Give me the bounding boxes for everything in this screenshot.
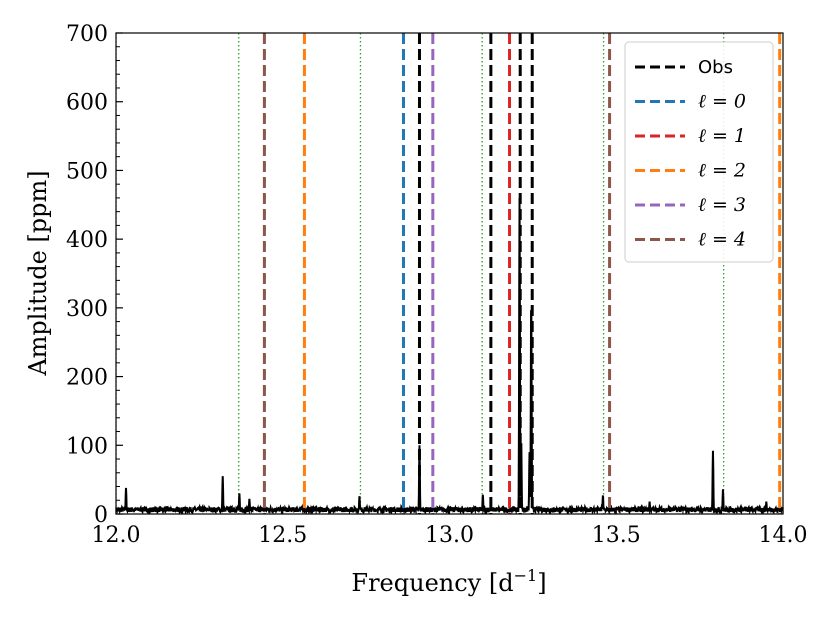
legend: Obs ℓ = 0 ℓ = 1 ℓ = 2 ℓ = 3 ℓ = 4 xyxy=(624,41,774,263)
y-tick-label-0: 0 xyxy=(94,503,108,528)
x-tick-label-4: 14.0 xyxy=(759,523,808,548)
y-tick-label-2: 200 xyxy=(66,366,108,391)
y-axis-label: Amplitude [ppm] xyxy=(24,170,52,376)
frequency-markers xyxy=(262,33,782,514)
legend-label-5: ℓ = 4 xyxy=(698,229,746,251)
y-tick-label-1: 100 xyxy=(66,434,108,459)
x-tick-label-0: 12.0 xyxy=(92,523,141,548)
axis-ticks: 12.0 12.5 13.0 13.5 14.0 0 100 200 300 400 500 600 7… xyxy=(66,22,807,548)
x-tick-label-1: 12.5 xyxy=(258,523,307,548)
y-tick-label-4: 400 xyxy=(66,228,108,253)
legend-label-0: Obs xyxy=(698,57,733,78)
x-tick-label-2: 13.0 xyxy=(425,523,474,548)
y-tick-label-6: 600 xyxy=(66,91,108,116)
x-axis-label: Frequency [d−1] xyxy=(351,566,546,597)
x-axis-label-unit: d xyxy=(498,569,513,597)
legend-label-3: ℓ = 2 xyxy=(698,160,746,182)
legend-label-1: ℓ = 0 xyxy=(698,91,746,113)
x-axis-label-name: Frequency xyxy=(351,569,481,597)
legend-label-2: ℓ = 1 xyxy=(698,125,746,147)
legend-box xyxy=(624,41,774,263)
legend-label-4: ℓ = 3 xyxy=(698,194,746,216)
x-tick-label-3: 13.5 xyxy=(592,523,641,548)
y-tick-label-3: 300 xyxy=(66,297,108,322)
y-tick-label-5: 500 xyxy=(66,159,108,184)
x-axis-label-exponent: −1 xyxy=(514,566,538,585)
y-tick-label-7: 700 xyxy=(66,22,108,47)
